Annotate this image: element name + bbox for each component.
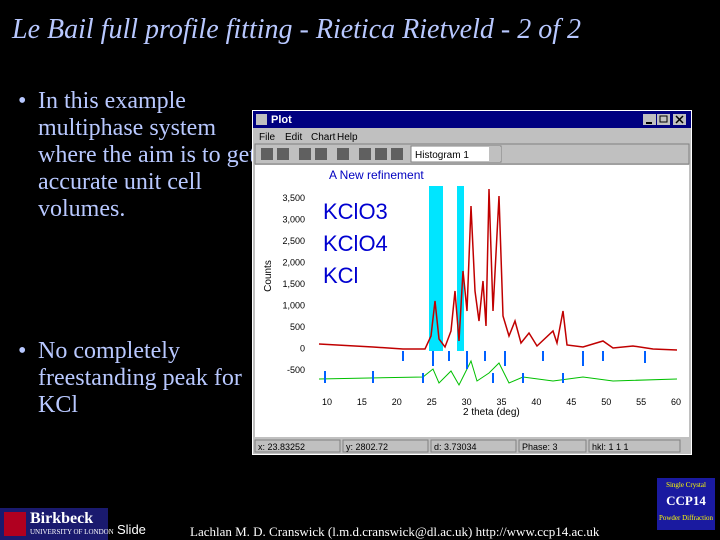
reflection-ticks xyxy=(324,351,646,383)
y-tick-label: 0 xyxy=(300,344,305,354)
x-axis-label: 2 theta (deg) xyxy=(463,407,520,418)
status-text: Phase: 3 xyxy=(522,442,558,452)
birkbeck-logo: Birkbeck UNIVERSITY OF LONDON xyxy=(0,508,114,540)
y-tick-label: 2,500 xyxy=(282,236,305,246)
plot-area xyxy=(255,165,689,437)
institution: Birkbeck xyxy=(30,510,94,527)
slide-label: Slide xyxy=(117,522,146,537)
bullet: In this example multiphase system where … xyxy=(18,88,258,223)
menu-item[interactable]: File xyxy=(259,132,276,143)
profile-curve xyxy=(318,188,678,351)
y-tick-label: 3,500 xyxy=(282,193,305,203)
status-text: y: 2802.72 xyxy=(346,442,388,452)
x-tick-label: 40 xyxy=(531,397,541,407)
x-tick-label: 60 xyxy=(671,397,681,407)
x-tick-label: 20 xyxy=(392,397,402,407)
x-tick-label: 50 xyxy=(601,397,611,407)
status-field xyxy=(342,439,429,453)
excluded-region xyxy=(457,186,464,351)
histogram-select[interactable] xyxy=(410,145,502,163)
excluded-region xyxy=(429,186,443,351)
x-tick-label: 55 xyxy=(636,397,646,407)
y-tick-label: 3,000 xyxy=(282,215,305,225)
toolbar-icons[interactable] xyxy=(261,148,403,160)
menu-item[interactable]: Edit xyxy=(285,132,302,143)
dropdown-button[interactable] xyxy=(489,147,500,161)
x-tick-label: 35 xyxy=(496,397,506,407)
window-title: Plot xyxy=(271,114,292,126)
bullet: No completely freestanding peak for KCl xyxy=(18,338,258,419)
menu-item[interactable]: Chart xyxy=(311,132,336,143)
menu-item[interactable]: Help xyxy=(337,132,358,143)
y-tick-label: 500 xyxy=(290,322,305,332)
phase-label: KClO4 xyxy=(323,231,388,256)
difference-curve xyxy=(318,359,678,387)
crest xyxy=(4,512,26,536)
y-tick-label: 1,500 xyxy=(282,279,305,289)
plot-window: Plot File Edit Chart Help Histogram 1 A New… xyxy=(252,110,692,455)
logo-text: Powder Diffraction xyxy=(658,514,714,522)
credit: Lachlan M. D. Cranswick (l.m.d.cranswick… xyxy=(190,524,600,539)
status-field xyxy=(518,439,587,453)
y-tick-label: 2,000 xyxy=(282,258,305,268)
plot-svg: Plot File Edit Chart Help Histogram 1 A New… xyxy=(253,111,691,454)
phase-label: KCl xyxy=(323,263,358,288)
status-text: d: 3.73034 xyxy=(434,442,477,452)
logo-text: CCP14 xyxy=(666,493,706,508)
ccp14-logo: Single Crystal CCP14 Powder Diffraction xyxy=(657,478,715,530)
y-tick-label: -500 xyxy=(287,365,305,375)
status-field xyxy=(254,439,341,453)
slide-title: Le Bail full profile fitting - Rietica R… xyxy=(12,14,581,45)
status-field xyxy=(430,439,517,453)
x-tick-label: 45 xyxy=(566,397,576,407)
window-buttons[interactable] xyxy=(643,114,686,125)
histogram-select-text: Histogram 1 xyxy=(415,150,469,161)
y-axis-label: Counts xyxy=(263,260,274,292)
x-tick-label: 30 xyxy=(462,397,472,407)
institution-sub: UNIVERSITY OF LONDON xyxy=(30,528,114,536)
phase-label: KClO3 xyxy=(323,199,388,224)
status-text: x: 23.83252 xyxy=(258,442,305,452)
x-tick-label: 25 xyxy=(427,397,437,407)
x-tick-label: 15 xyxy=(357,397,367,407)
title-bar xyxy=(253,111,691,128)
app-icon xyxy=(256,114,267,125)
logo-text: Single Crystal xyxy=(666,481,706,489)
y-tick-label: 1,000 xyxy=(282,301,305,311)
status-text: hkl: 1 1 1 xyxy=(592,442,629,452)
status-field xyxy=(588,439,681,453)
chart-title: A New refinement xyxy=(329,168,424,182)
x-tick-label: 10 xyxy=(322,397,332,407)
